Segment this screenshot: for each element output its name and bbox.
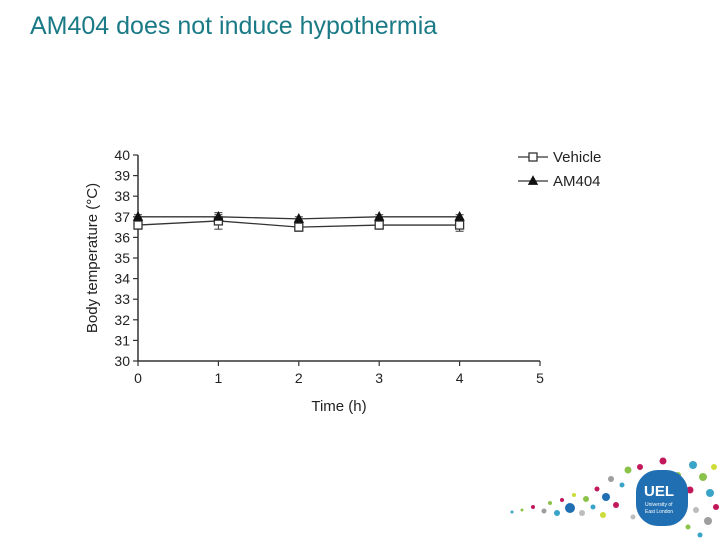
data-point-vehicle (294, 222, 304, 232)
y-tick-label: 38 (114, 188, 130, 204)
logo-text-sub-2: East London (645, 509, 673, 515)
y-tick-label: 39 (114, 168, 130, 184)
y-tick-label: 32 (114, 312, 130, 328)
data-point-am404 (132, 210, 144, 221)
data-point-am404 (213, 210, 224, 221)
legend-label-am404: AM404 (553, 173, 601, 190)
x-tick-label: 4 (456, 370, 464, 386)
x-tick-label: 1 (215, 370, 223, 386)
legend-marker-am404 (527, 175, 539, 185)
legend-marker-vehicle (528, 152, 538, 162)
data-point-vehicle (374, 220, 384, 230)
y-tick-label: 37 (114, 209, 130, 225)
slide-title: AM404 does not induce hypothermia (30, 12, 438, 40)
data-point-am404 (374, 210, 385, 221)
data-point-am404 (454, 210, 465, 221)
logo-text-sub-1: University of (645, 502, 673, 508)
y-tick-label: 31 (114, 332, 130, 348)
uel-logo: UEL University of East London (500, 455, 720, 540)
x-axis-label: Time (h) (311, 398, 366, 415)
y-axis-label: Body temperature (°C) (84, 183, 101, 333)
legend-label-vehicle: Vehicle (553, 149, 601, 166)
y-tick-label: 40 (114, 147, 130, 163)
data-point-vehicle (133, 220, 143, 230)
logo-graphic: UEL University of East London (510, 457, 719, 538)
y-tick-label: 34 (114, 271, 130, 287)
x-tick-label: 5 (536, 370, 544, 386)
y-tick-label: 35 (114, 250, 130, 266)
x-tick-label: 3 (375, 370, 383, 386)
logo-text-main: UEL (644, 483, 674, 500)
y-tick-label: 36 (114, 229, 130, 245)
y-tick-label: 30 (114, 353, 130, 369)
data-point-am404 (293, 213, 304, 223)
x-tick-label: 2 (295, 370, 303, 386)
x-tick-label: 0 (134, 370, 142, 386)
logo-badge (636, 470, 688, 526)
y-tick-label: 33 (114, 291, 130, 307)
data-point-vehicle (454, 220, 465, 230)
